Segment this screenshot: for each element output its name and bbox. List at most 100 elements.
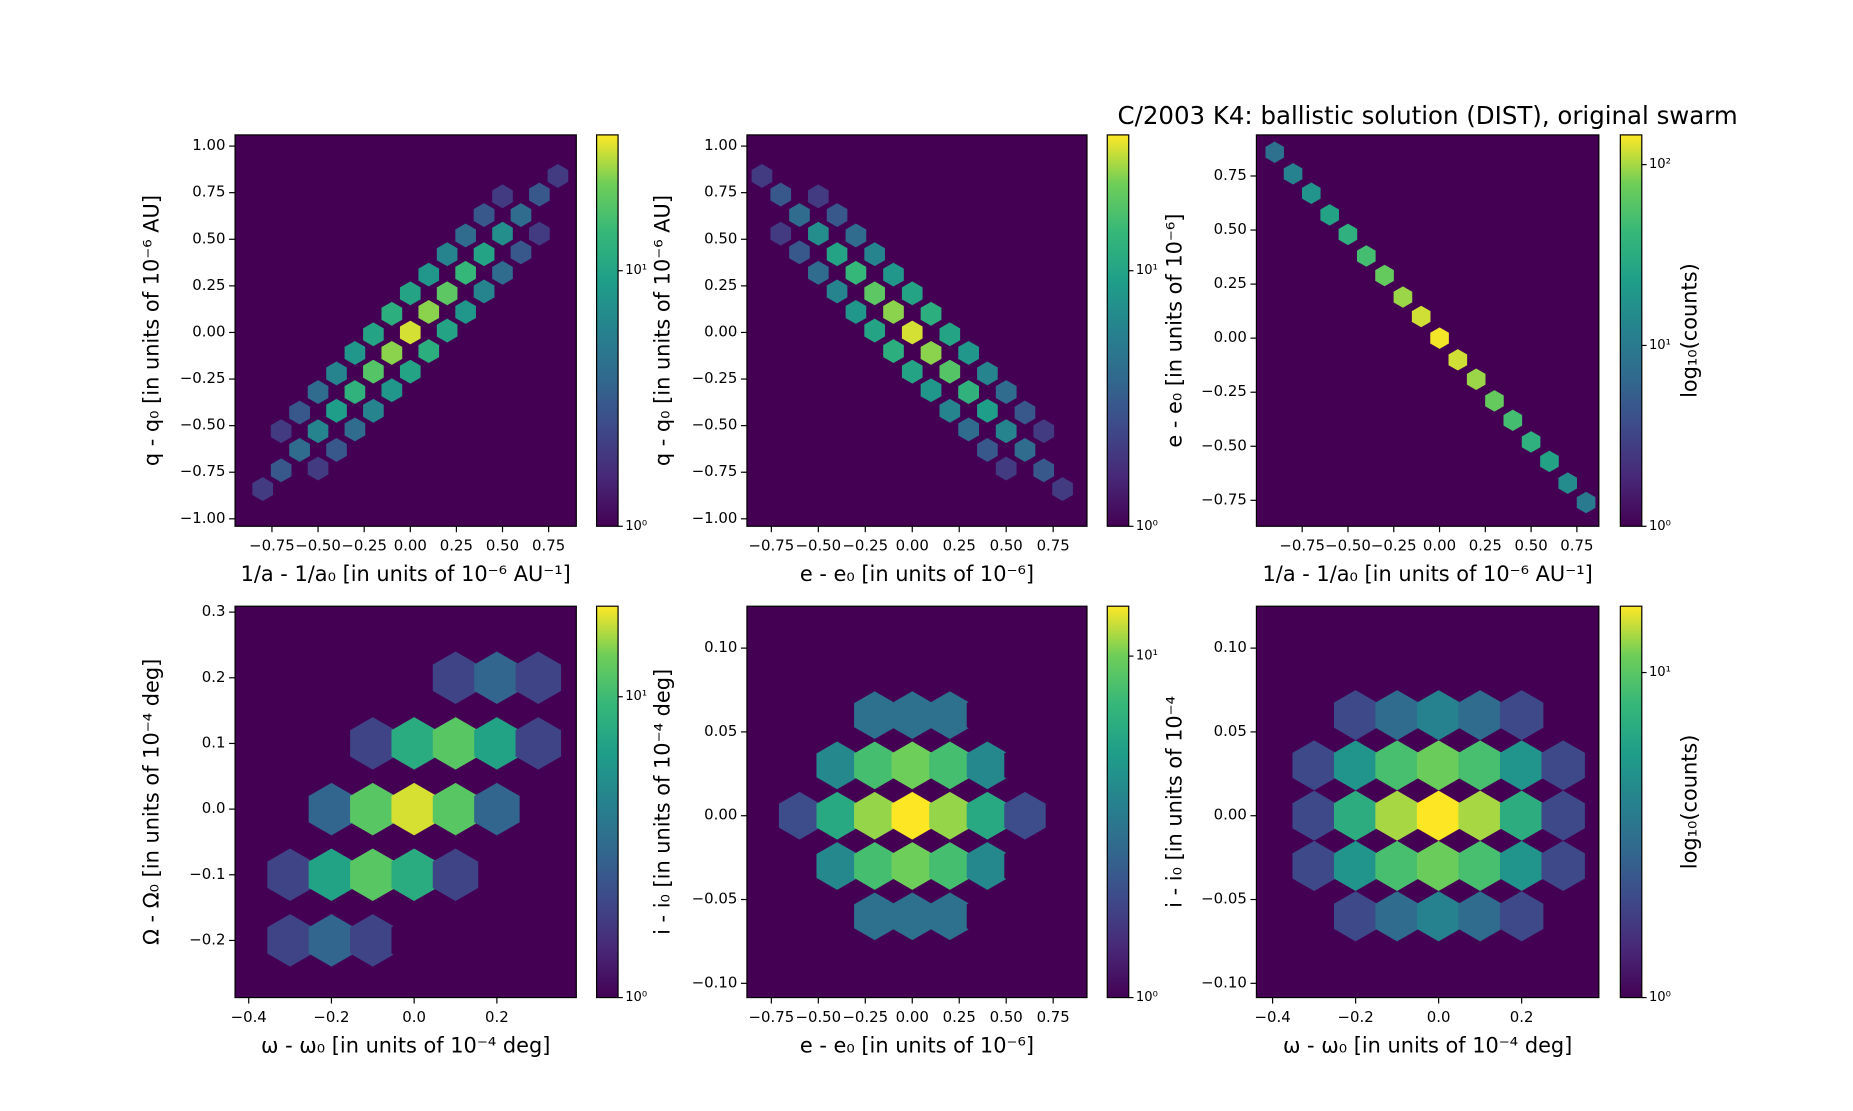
hex-cell [854,842,896,890]
y-tick-label: 0.05 [1214,722,1247,740]
hex-cell [958,340,979,365]
hex-cell [474,651,520,705]
hex-cell [418,300,440,324]
y-axis-label: Ω - Ω₀ [in units of 10⁻⁴ deg] [140,659,164,945]
hex-cell [826,279,848,304]
hex-cell [1416,840,1461,892]
hex-cell [1333,690,1378,741]
hex-cell [381,378,403,403]
axes-frame [234,605,577,999]
y-axis-label: q - q₀ [in units of 10⁻⁶ AU] [650,195,674,466]
hex-cell [391,848,437,902]
y-axis-label: i - i₀ [in units of 10⁻⁴ [1162,696,1186,908]
hex-cell [1466,368,1486,391]
x-axis-label: e - e₀ [in units of 10⁻⁶] [800,1033,1034,1057]
y-axis-label: i - i₀ [in units of 10⁻⁴ deg] [650,669,674,935]
hex-cell [920,301,942,326]
hex-cell [267,848,313,902]
hex-cell [363,322,384,347]
hex-cell [515,717,562,770]
y-tick-label: −0.05 [692,890,738,908]
hex-cell [436,318,458,343]
hex-cell [995,456,1017,481]
hex-cell [816,842,858,890]
y-tick-label: 0.00 [704,322,737,340]
x-tick-label: 0.0 [1427,1008,1451,1026]
hex-cell [326,437,347,462]
hex-cell [473,279,495,304]
y-tick-label: 0.1 [202,733,226,751]
hex-cell [363,398,384,423]
hex-cell [854,741,896,790]
panel: −0.75 −0.50 −0.25 0.00 0.25 0.50 0.75−1.00−0.7… [140,134,647,586]
hex-cell [547,164,569,188]
hex-cell [1033,419,1055,444]
y-tick-label: 1.00 [192,136,225,154]
hex-cell [492,221,513,246]
hex-cell [966,691,1009,740]
colorbar-tick-label: 10¹ [1136,263,1158,278]
y-tick-label: 0.00 [192,322,225,340]
hex-cell [958,380,979,404]
axes-frame [746,605,1088,999]
hex-cell [854,892,896,941]
hexes [1265,141,1596,514]
hexes [267,651,562,967]
hex-cell [1499,690,1544,741]
hex-cell [510,203,532,228]
hex-cell [391,782,437,836]
x-tick-label: −0.25 [341,537,387,555]
hex-cell [1333,790,1378,841]
y-tick-label: −0.10 [1201,973,1247,991]
hex-cell [1485,390,1504,412]
hex-cell [1333,740,1378,791]
hex-cell [901,359,923,384]
hex-cell [252,477,273,501]
y-tick-label: −1.00 [692,509,738,527]
hex-cell [770,221,792,246]
hex-cell [344,340,366,365]
y-tick-label: 0.25 [704,276,737,294]
hex-cell [1393,286,1413,308]
hex-cell [920,340,942,365]
hex-cell [864,242,885,267]
panel: −0.4 −0.2 0.0 0.2 −0.10 −0.05 0.00 0.05 0.10 ω - … [1162,605,1702,1057]
y-tick-label: 0.75 [192,183,225,201]
hex-cell [891,892,933,941]
hex-cell [1416,891,1461,942]
hex-cell [1014,437,1036,462]
y-tick-label: 0.10 [1214,638,1247,656]
colorbar [1106,134,1130,527]
hex-cell [432,782,479,836]
hex-cell [1458,740,1502,791]
y-tick-label: 0.00 [704,806,737,824]
x-tick-label: −0.25 [1371,537,1417,555]
hex-cell [929,892,971,941]
axes-frame [1255,134,1600,527]
y-tick-label: −0.25 [1201,382,1247,400]
hex-cell [307,419,329,444]
y-tick-label: −0.75 [1201,490,1247,508]
x-tick-label: −0.4 [231,1008,267,1026]
hex-cell [1458,690,1502,741]
colorbar-label: log₁₀(counts) [1678,735,1702,870]
hex-cell [966,741,1009,790]
hex-cell [1411,305,1431,328]
hex-cell [1375,790,1419,841]
hex-cell [350,782,396,836]
y-tick-label: −0.75 [692,462,738,480]
hex-cell [1283,163,1303,185]
hex-cell [1541,840,1585,892]
hex-cell [1458,840,1502,892]
hex-cell [966,791,1009,840]
hex-cell [864,318,885,343]
y-tick-label: −0.50 [1201,436,1247,454]
hex-cell [816,791,858,840]
hex-cell [891,741,933,790]
colorbar-tick-label: 10⁰ [1649,990,1671,1005]
hex-cell [1458,790,1502,841]
x-tick-label: 0.50 [990,1008,1023,1026]
x-axis-label: ω - ω₀ [in units of 10⁻⁴ deg] [1283,1033,1572,1057]
x-tick-label: 0.50 [990,537,1023,555]
